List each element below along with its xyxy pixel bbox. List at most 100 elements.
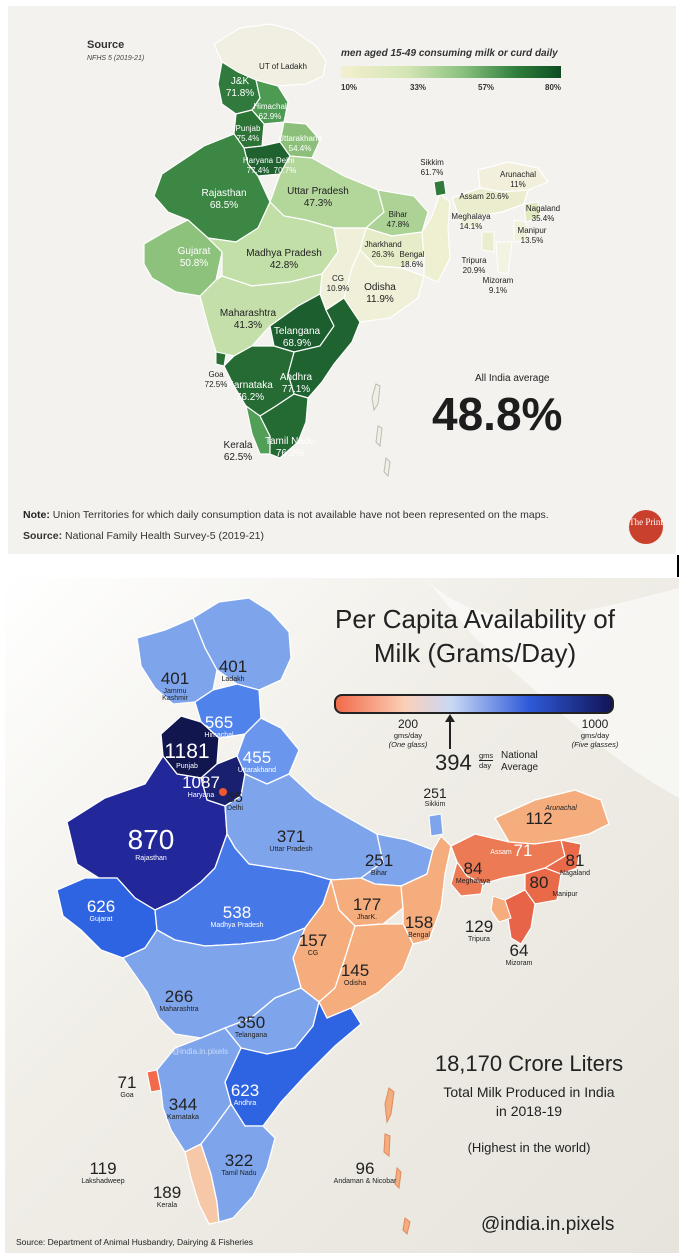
top-india-map bbox=[143, 23, 549, 478]
top-legend-tick: 57% bbox=[478, 83, 495, 92]
note: Note: Union Territories for which daily … bbox=[23, 509, 549, 521]
bottom-label-jharkhand: 177 JharK. bbox=[352, 895, 382, 921]
top-label-haryana: Haryana 77.4% bbox=[242, 156, 274, 175]
total-production-label: Total Milk Produced in India in 2018-19 bbox=[443, 1084, 615, 1119]
highest-note: (Highest in the world) bbox=[467, 1140, 591, 1155]
bottom-region-mizoram bbox=[504, 889, 536, 945]
top-label-goa: Goa 72.5% bbox=[204, 370, 228, 389]
bottom-label-odisha: 145 Odisha bbox=[340, 961, 370, 987]
top-legend-bar bbox=[341, 66, 561, 78]
total-production-value: 18,170 Crore Liters bbox=[434, 1051, 624, 1076]
top-source: Source: National Family Health Survey-5 … bbox=[23, 530, 265, 542]
bottom-label-kerala: 189 Kerala bbox=[152, 1183, 182, 1209]
top-region-manipur bbox=[513, 219, 529, 243]
bottom-label-rajasthan: 870 Rajasthan bbox=[127, 824, 175, 863]
bottom-map-panel: Per Capita Availability of Milk (Grams/Da… bbox=[5, 578, 679, 1253]
bottom-region-tamilnadu bbox=[200, 1102, 276, 1223]
top-label-sikkim: Sikkim 61.7% bbox=[420, 158, 444, 177]
bottom-label-bihar: 251 Bihar bbox=[364, 851, 394, 877]
bottom-label-punjab: 1181 Punjab bbox=[164, 740, 210, 770]
bottom-label-mizoram: 64 Mizoram bbox=[505, 941, 533, 967]
bottom-label-goa: 71 Goa bbox=[117, 1073, 137, 1099]
top-region-sikkim bbox=[433, 179, 447, 197]
gradient-min-unit: gms/day (One glass) bbox=[388, 731, 428, 749]
top-region-tripura bbox=[481, 231, 495, 253]
bottom-region-meghalaya bbox=[450, 860, 484, 897]
top-label-karnataka: Karnataka 76.2% bbox=[227, 380, 273, 403]
top-label-nagaland: Nagaland 35.4% bbox=[525, 204, 561, 223]
top-label-telangana: Telangana 68.9% bbox=[273, 326, 321, 349]
bottom-label-assam-name: Assam bbox=[490, 849, 512, 856]
top-islands-andaman bbox=[371, 383, 391, 478]
bottom-label-nagaland: 81 Nagaland bbox=[560, 851, 590, 877]
top-label-mp: Madhya Pradesh 42.8% bbox=[246, 248, 322, 271]
bottom-label-manipur-name: Manipur bbox=[552, 891, 578, 898]
top-legend-tick: 33% bbox=[410, 83, 427, 92]
top-label-ladakh: UT of Ladakh bbox=[259, 62, 307, 71]
bottom-label-tripura: 129 Tripura bbox=[464, 917, 494, 943]
bottom-label-sikkim: 251 Sikkim bbox=[423, 785, 447, 808]
top-label-bihar: Bihar 47.8% bbox=[386, 210, 410, 229]
gradient-max-unit: gms/day (Five glasses) bbox=[571, 731, 619, 749]
top-label-himachal: Himachal 62.9% bbox=[253, 102, 287, 121]
bottom-region-delhi bbox=[219, 788, 227, 796]
bottom-label-ladakh: 401 Ladakh bbox=[218, 657, 248, 683]
national-average-label: National Average bbox=[501, 750, 539, 773]
bottom-india-map bbox=[56, 578, 679, 1235]
bottom-label-meghalaya: 84 Meghalaya bbox=[455, 859, 491, 885]
top-region-goa bbox=[215, 351, 227, 367]
bottom-label-delhi: 35 Delhi bbox=[227, 789, 243, 812]
map-watermark: @india.in.pixels bbox=[172, 1047, 229, 1056]
bottom-label-manipur: 80 bbox=[529, 873, 549, 892]
bottom-label-gujarat: 626 Gujarat bbox=[86, 897, 116, 923]
average-title: All India average bbox=[475, 373, 550, 384]
bottom-region-sikkim bbox=[428, 813, 444, 837]
top-region-karnataka bbox=[223, 345, 295, 417]
top-label-up: Uttar Pradesh 47.3% bbox=[287, 186, 349, 209]
bottom-label-tamilnadu: 322 Tamil Nadu bbox=[221, 1151, 257, 1177]
top-region-nagaland bbox=[523, 201, 541, 223]
bottom-label-andhra: 623 Andhra bbox=[230, 1081, 260, 1107]
bottom-gradient-legend bbox=[334, 694, 614, 714]
top-label-andhra: Andhra 77.1% bbox=[279, 372, 313, 395]
national-average-value: 394 bbox=[435, 750, 472, 775]
bottom-region-odisha bbox=[318, 923, 414, 1019]
top-map-panel: Source NFHS 5 (2019-21) men aged 15-49 c… bbox=[8, 6, 676, 554]
bottom-label-jk: 401 Jammu Kashmir bbox=[160, 669, 190, 702]
top-label-gujarat: Gujarat 50.8% bbox=[177, 246, 211, 269]
top-label-cg: CG 10.9% bbox=[326, 274, 350, 293]
top-label-odisha: Odisha 11.9% bbox=[364, 282, 396, 305]
bottom-title: Per Capita Availability of Milk (Grams/Da… bbox=[335, 604, 615, 668]
average-value: 48.8% bbox=[432, 388, 563, 440]
top-source-heading: Source bbox=[87, 39, 125, 51]
bottom-label-karnataka: 344 Karnataka bbox=[167, 1095, 199, 1121]
national-average-unit: gms day bbox=[479, 751, 494, 770]
top-label-delhi: Delhi 70.7% bbox=[273, 156, 297, 175]
top-label-tripura: Tripura 20.9% bbox=[461, 256, 487, 275]
top-label-tamilnadu: Tamil Nadu 76.3% bbox=[264, 436, 316, 459]
top-label-maharashtra: Maharashtra 41.3% bbox=[219, 308, 277, 331]
top-region-meghalaya bbox=[457, 213, 483, 229]
bottom-label-arunachal-name: Arunachal bbox=[545, 805, 577, 812]
bottom-label-cg: 157 CG bbox=[298, 931, 328, 957]
theprint-logo: The Print bbox=[629, 510, 663, 544]
top-label-bengal: Bengal 18.6% bbox=[399, 250, 425, 269]
top-label-uttarakhand: Uttarakhand 54.4% bbox=[278, 134, 322, 153]
milk-splash bbox=[425, 578, 679, 798]
bottom-label-assam: 71 bbox=[513, 841, 533, 860]
bottom-label-bengal: 158 Bengal bbox=[404, 913, 434, 939]
bottom-label-arunachal: 112 bbox=[525, 809, 553, 828]
top-label-arunachal: Arunachal 11% bbox=[499, 170, 537, 189]
bottom-label-mp: 538 Madhya Pradesh bbox=[210, 903, 264, 929]
bottom-label-himachal: 565 Himachal bbox=[204, 713, 234, 739]
bottom-label-up: 371 Uttar Pradesh bbox=[269, 827, 313, 853]
top-region-bengal bbox=[421, 193, 451, 283]
top-label-manipur: Manipur 13.5% bbox=[517, 226, 547, 245]
gradient-min-value: 200 bbox=[397, 717, 419, 731]
top-label-kerala: Kerala 62.5% bbox=[223, 440, 253, 463]
bottom-label-telangana: 350 Telangana bbox=[234, 1013, 268, 1039]
top-region-himachal bbox=[251, 79, 289, 125]
bottom-region-tripura bbox=[490, 895, 512, 923]
separator-mark bbox=[677, 555, 679, 577]
bottom-source: Source: Department of Animal Husbandry, … bbox=[16, 1237, 253, 1247]
